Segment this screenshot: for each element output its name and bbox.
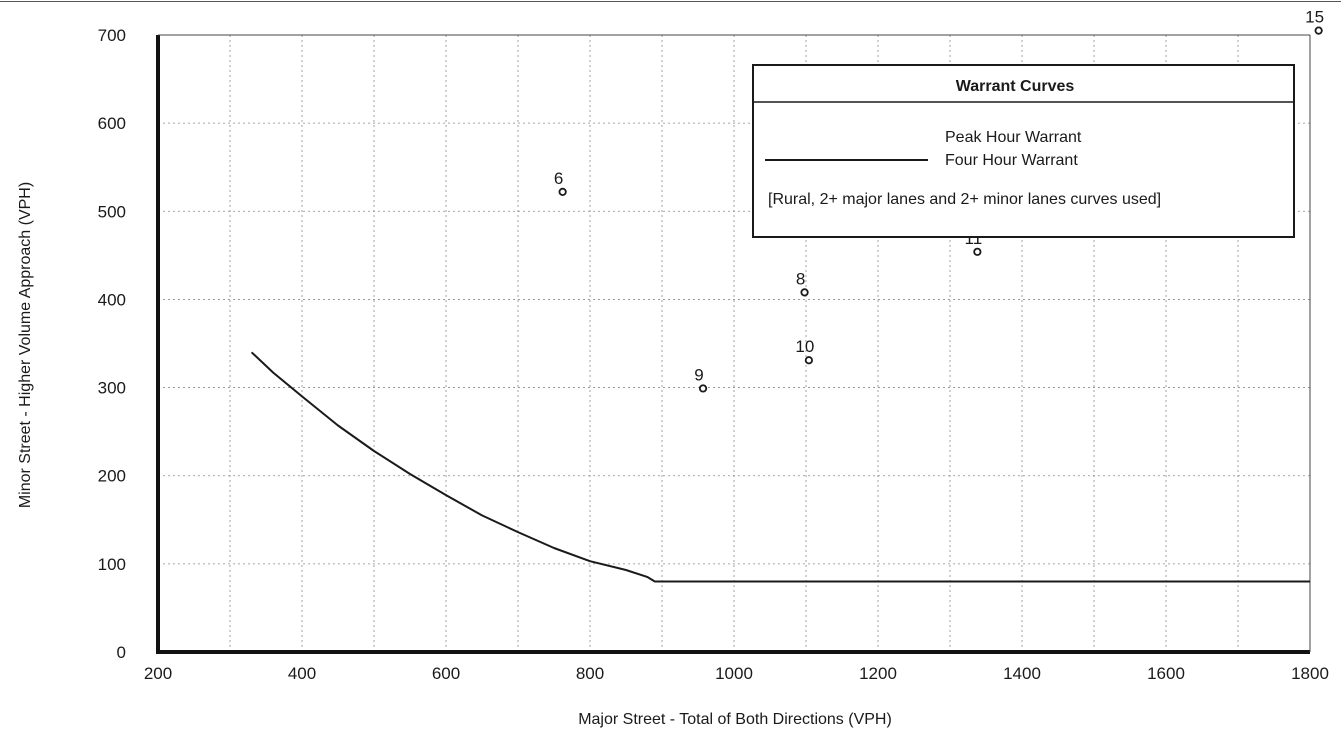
x-tick-label: 1000 (715, 664, 753, 683)
x-tick-label: 1200 (859, 664, 897, 683)
axes (156, 34, 1311, 654)
y-tick-label: 100 (98, 555, 126, 574)
legend-box (752, 64, 1295, 238)
series-four-hour-warrant (250, 351, 1310, 583)
y-tick-label: 500 (98, 202, 126, 221)
data-point-label: 15 (1305, 8, 1324, 27)
x-tick-label: 800 (576, 664, 604, 683)
x-tick-label: 1400 (1003, 664, 1041, 683)
x-tick-label: 1800 (1291, 664, 1329, 683)
x-tick-label: 600 (432, 664, 460, 683)
data-point (800, 288, 809, 297)
legend-entry-peak-hour: Peak Hour Warrant (945, 129, 1082, 146)
data-point-label: 9 (694, 365, 703, 384)
tick-labels: 200 400 600 800 1000 1200 1400 1600 1800 0 100 200 3… (98, 26, 1329, 683)
y-tick-label: 300 (98, 379, 126, 398)
data-point (973, 247, 982, 256)
y-tick-label: 600 (98, 114, 126, 133)
data-point-label: 8 (796, 269, 805, 288)
y-tick-label: 0 (117, 643, 126, 662)
x-tick-label: 400 (288, 664, 316, 683)
warrant-curves (250, 351, 1310, 583)
legend-note: [Rural, 2+ major lanes and 2+ minor lane… (768, 191, 1161, 208)
data-point (1314, 26, 1323, 35)
legend-entry-four-hour: Four Hour Warrant (945, 152, 1078, 169)
legend: Warrant Curves Peak Hour Warrant Four Ho… (752, 64, 1295, 238)
legend-title: Warrant Curves (956, 78, 1075, 95)
data-point-label: 10 (795, 337, 814, 356)
data-point (804, 356, 813, 365)
data-point (558, 187, 567, 196)
y-tick-label: 400 (98, 290, 126, 309)
x-axis-label: Major Street - Total of Both Directions … (578, 711, 892, 728)
data-point-label: 6 (554, 169, 563, 188)
y-axis-label: Minor Street - Higher Volume Approach (V… (17, 182, 34, 508)
x-tick-label: 1600 (1147, 664, 1185, 683)
y-tick-label: 200 (98, 467, 126, 486)
x-tick-label: 200 (144, 664, 172, 683)
y-tick-label: 700 (98, 26, 126, 45)
data-point (698, 384, 708, 393)
